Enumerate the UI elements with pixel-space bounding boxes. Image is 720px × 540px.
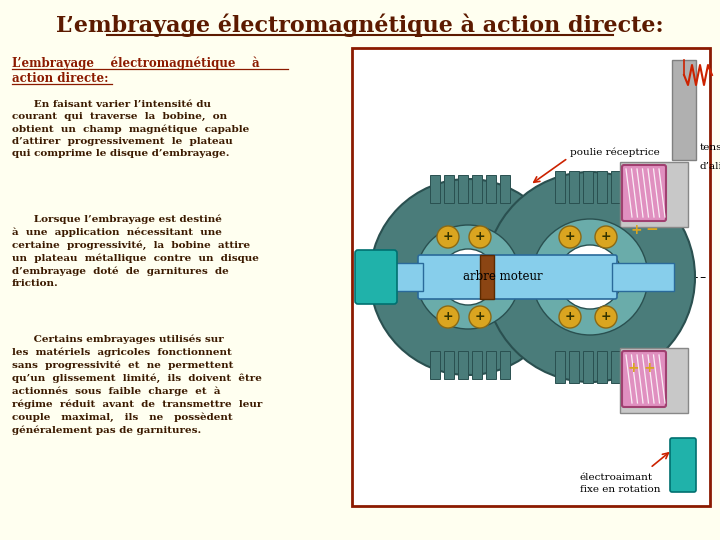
Bar [597, 351, 607, 383]
Circle shape [559, 306, 581, 328]
Bar [597, 171, 607, 203]
Text: +: + [600, 310, 611, 323]
Circle shape [437, 226, 459, 248]
Text: fixe en rotation: fixe en rotation [580, 485, 660, 495]
Text: +: + [474, 231, 485, 244]
Text: action directe:: action directe: [12, 71, 109, 84]
Text: Certains embrayages utilisés sur
les  matériels  agricoles  fonctionnent
sans  p: Certains embrayages utilisés sur les mat… [12, 335, 262, 435]
Bar [555, 171, 565, 203]
FancyBboxPatch shape [418, 255, 617, 299]
Circle shape [469, 226, 491, 248]
Text: −: − [646, 222, 658, 238]
Text: électroaimant: électroaimant [580, 474, 653, 483]
Text: L’embrayage    électromagnétique    à: L’embrayage électromagnétique à [12, 56, 260, 70]
Bar [583, 351, 593, 383]
Bar [555, 351, 565, 383]
Bar [625, 351, 635, 383]
Bar [611, 351, 621, 383]
Bar [444, 351, 454, 379]
Bar [458, 175, 468, 203]
Bar [625, 171, 635, 203]
Text: +: + [443, 310, 454, 323]
Bar [620, 348, 688, 413]
Bar [352, 48, 710, 506]
Bar [472, 175, 482, 203]
Text: +: + [564, 231, 575, 244]
Text: +: + [600, 231, 611, 244]
Text: arbre moteur: arbre moteur [463, 271, 543, 284]
Circle shape [559, 226, 581, 248]
Circle shape [595, 226, 617, 248]
Circle shape [437, 306, 459, 328]
Bar [611, 171, 621, 203]
Bar [458, 351, 468, 379]
Circle shape [595, 306, 617, 328]
Text: +: + [643, 361, 654, 375]
Bar [612, 263, 674, 291]
Text: tension: tension [700, 143, 720, 152]
Text: +: + [564, 310, 575, 323]
Circle shape [532, 219, 648, 335]
Bar [472, 351, 482, 379]
Text: +: + [630, 223, 642, 237]
Circle shape [469, 306, 491, 328]
Circle shape [558, 245, 622, 309]
Bar [444, 175, 454, 203]
Text: En faisant varier l’intensité du
courant  qui  traverse  la  bobine,  on
obtient: En faisant varier l’intensité du courant… [12, 100, 249, 158]
Bar [430, 351, 440, 379]
Bar [500, 351, 510, 379]
Text: poulie réceptrice: poulie réceptrice [570, 147, 660, 157]
Text: +: + [627, 361, 639, 375]
Circle shape [416, 225, 520, 329]
Bar [480, 255, 494, 299]
Text: L’embrayage électromagnétique à action directe:: L’embrayage électromagnétique à action d… [56, 14, 664, 37]
FancyBboxPatch shape [670, 438, 696, 492]
Bar [583, 171, 593, 203]
Text: +: + [474, 310, 485, 323]
Circle shape [485, 172, 695, 382]
FancyBboxPatch shape [355, 250, 397, 304]
Bar [486, 351, 496, 379]
Text: +: + [443, 231, 454, 244]
Bar [358, 263, 423, 291]
FancyBboxPatch shape [622, 351, 666, 407]
Text: Lorsque l’embrayage est destiné
à  une  application  nécessitant  une
certaine  : Lorsque l’embrayage est destiné à une ap… [12, 215, 259, 288]
Bar [500, 175, 510, 203]
Text: d’alimentation: d’alimentation [700, 162, 720, 171]
Circle shape [370, 179, 566, 375]
Bar [620, 162, 688, 227]
Circle shape [440, 249, 496, 305]
Bar [672, 60, 696, 160]
FancyBboxPatch shape [622, 165, 666, 221]
Bar [486, 175, 496, 203]
Bar [352, 48, 710, 506]
Bar [569, 351, 579, 383]
Bar [430, 175, 440, 203]
Bar [569, 171, 579, 203]
